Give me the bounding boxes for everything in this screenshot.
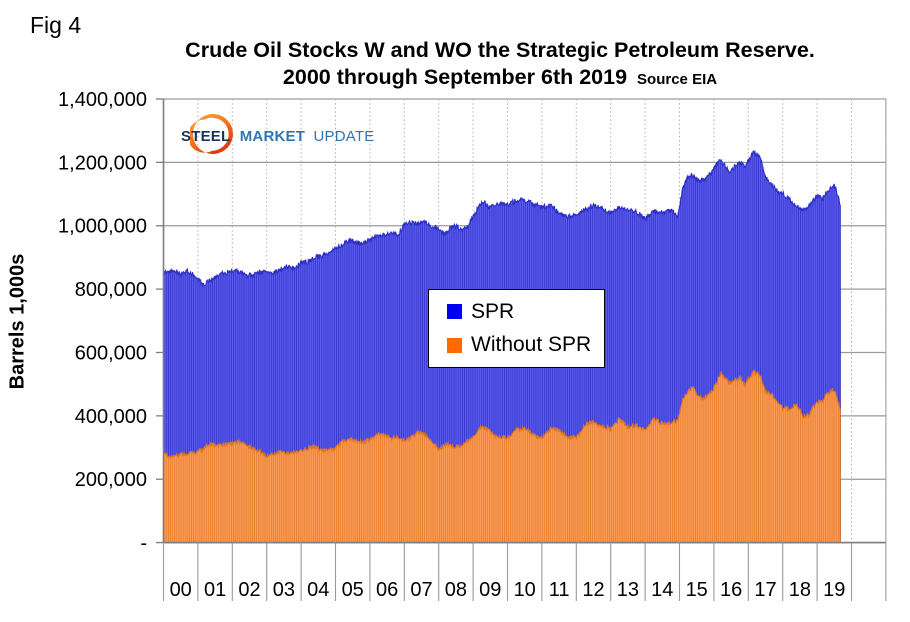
- y-tick-label: 400,000: [75, 406, 147, 428]
- logo-text-update: UPDATE: [313, 128, 375, 145]
- x-tick-label: 09: [479, 579, 501, 601]
- x-tick-label: 05: [342, 579, 364, 601]
- y-tick-label: -: [140, 533, 147, 555]
- legend-item-spr: SPR: [447, 300, 604, 324]
- chart-title-daterange: 2000 through September 6th 2019: [282, 64, 628, 89]
- logo-text-market: MARKET: [239, 128, 306, 145]
- y-tick-label: 800,000: [75, 279, 147, 301]
- figure-number: Fig 4: [30, 12, 82, 38]
- without-spr-color-swatch: [447, 337, 462, 353]
- x-tick-label: 06: [376, 579, 398, 601]
- x-tick-label: 03: [273, 579, 295, 601]
- x-tick-label: 15: [686, 579, 708, 601]
- y-tick-label: 200,000: [75, 469, 147, 491]
- chart-source-note: Source EIA: [637, 70, 718, 88]
- x-tick-label: 14: [651, 579, 673, 601]
- spr-color-swatch: [447, 304, 462, 320]
- x-tick-label: 13: [617, 579, 639, 601]
- chart-title-line2: 2000 through September 6th 2019 Source EI…: [60, 65, 910, 90]
- x-tick-label: 00: [170, 579, 192, 601]
- x-tick-label: 12: [582, 579, 604, 601]
- chart-title-block: Crude Oil Stocks W and WO the Strategic …: [60, 38, 910, 89]
- legend-label-spr: SPR: [471, 299, 515, 323]
- legend-item-without-spr: Without SPR: [447, 333, 604, 357]
- chart-legend: SPR Without SPR: [428, 289, 605, 368]
- x-tick-label: 01: [204, 579, 226, 601]
- x-tick-label: 08: [445, 579, 467, 601]
- x-tick-label: 07: [410, 579, 432, 601]
- x-tick-label: 02: [238, 579, 260, 601]
- x-tick-label: 10: [514, 579, 536, 601]
- steel-market-update-logo: STEEL MARKET UPDATE: [178, 104, 378, 164]
- x-tick-label: 19: [823, 579, 845, 601]
- legend-label-without-spr: Without SPR: [471, 333, 592, 357]
- y-tick-label: 1,400,000: [58, 89, 147, 111]
- y-axis-title: Barrels 1,000s: [6, 253, 29, 390]
- x-tick-label: 17: [754, 579, 776, 601]
- x-tick-label: 16: [720, 579, 742, 601]
- chart-title-line1: Crude Oil Stocks W and WO the Strategic …: [185, 38, 815, 62]
- y-tick-label: 1,200,000: [58, 152, 147, 174]
- logo-text-steel: STEEL: [181, 128, 231, 145]
- y-tick-label: 1,000,000: [58, 216, 147, 238]
- x-tick-label: 18: [789, 579, 811, 601]
- area-without-spr: [162, 369, 841, 544]
- x-tick-label: 04: [307, 579, 329, 601]
- y-tick-label: 600,000: [75, 342, 147, 364]
- x-tick-label: 11: [549, 579, 570, 601]
